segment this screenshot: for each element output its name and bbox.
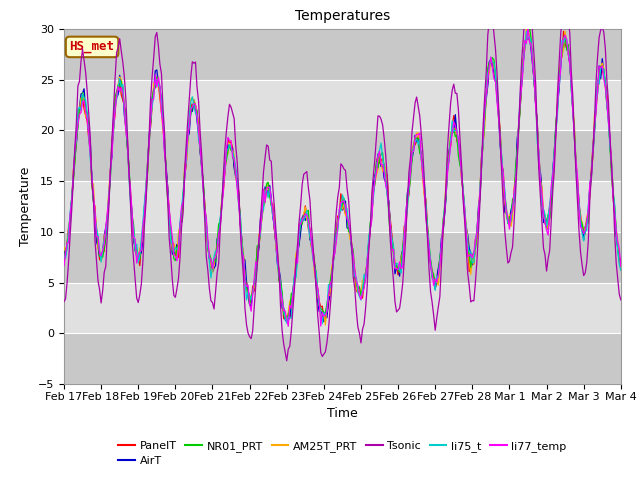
Bar [64,29,621,80]
Legend: PanelT, AirT, NR01_PRT, AM25T_PRT, Tsonic, li75_t, li77_temp: PanelT, AirT, NR01_PRT, AM25T_PRT, Tsoni… [114,436,571,471]
Bar [64,181,621,232]
Bar [64,283,621,333]
Bar [64,130,621,181]
X-axis label: Time: Time [327,407,358,420]
Bar [64,80,621,130]
Bar [64,333,621,384]
Title: Temperatures: Temperatures [295,10,390,24]
Y-axis label: Temperature: Temperature [19,167,33,246]
Bar [64,232,621,283]
Text: HS_met: HS_met [70,40,115,53]
